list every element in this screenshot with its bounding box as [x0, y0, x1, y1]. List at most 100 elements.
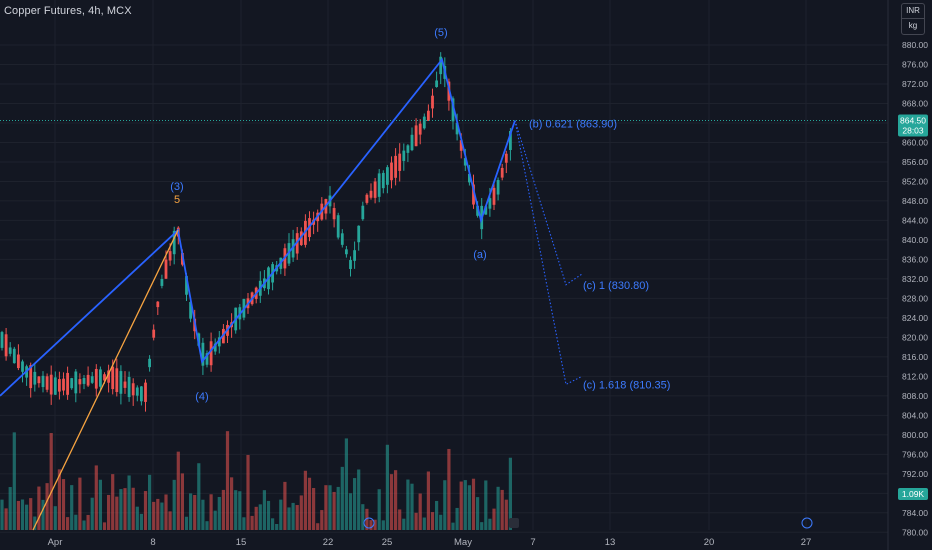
- volume-bar: [90, 497, 94, 530]
- volume-bar: [143, 491, 148, 530]
- volume-bar: [303, 470, 307, 530]
- price-tick-label: 840.00: [902, 235, 928, 245]
- candle-body: [140, 386, 143, 402]
- candle-body: [459, 140, 463, 151]
- volume-bar: [221, 489, 225, 530]
- volume-bar: [381, 520, 385, 530]
- volume-bar: [344, 438, 348, 530]
- volume-bar: [189, 493, 193, 530]
- volume-bar: [53, 506, 57, 530]
- candle-body: [33, 371, 37, 385]
- candle-body: [21, 361, 24, 372]
- volume-bar: [353, 478, 357, 530]
- candle-body: [369, 190, 373, 198]
- volume-bar: [168, 511, 172, 530]
- candle-body: [29, 365, 33, 389]
- volume-bar: [463, 480, 467, 530]
- volume-badge: [898, 488, 928, 500]
- candle-body: [53, 377, 57, 395]
- wave-5-label: (5): [434, 27, 447, 39]
- price-tick-label: 792.00: [902, 469, 928, 479]
- volume-bar: [70, 485, 74, 530]
- volume-bar: [488, 518, 492, 530]
- candle-body: [390, 162, 393, 181]
- volume-bar: [402, 518, 406, 530]
- candle-body: [189, 301, 192, 319]
- volume-bar: [414, 512, 418, 530]
- price-tick-label: 852.00: [902, 176, 928, 186]
- candle-body: [12, 348, 16, 364]
- elliott-wave-drawing[interactable]: [0, 57, 583, 531]
- price-tick-label: 804.00: [902, 410, 928, 420]
- candle-body: [398, 153, 402, 171]
- volume-bar: [225, 431, 230, 530]
- volume-bar: [287, 507, 291, 530]
- symbol-title[interactable]: Copper Futures, 4h, MCX: [4, 5, 132, 17]
- time-axis[interactable]: Apr 8 15 22 25 May 7 13 20 27: [48, 537, 812, 548]
- volume-bar: [492, 508, 496, 530]
- price-tick-label: 836.00: [902, 254, 928, 264]
- volume-bar: [471, 478, 476, 530]
- price-tick-label: 844.00: [902, 215, 928, 225]
- time-tick-label: 13: [605, 537, 616, 548]
- candle-body: [41, 375, 45, 388]
- candle-body: [427, 110, 430, 121]
- candle-body: [435, 80, 438, 87]
- bar-countdown: 28:03: [902, 126, 924, 136]
- price-tick-label: 872.00: [902, 79, 928, 89]
- volume-bar: [299, 495, 303, 530]
- volume-bar: [230, 477, 234, 530]
- candle-body: [472, 184, 475, 205]
- volume-bar: [29, 498, 33, 530]
- volume-bar: [217, 496, 221, 530]
- volume-bar: [254, 506, 258, 530]
- volume-bar: [365, 508, 369, 530]
- volume-bar: [250, 515, 254, 530]
- candle-body: [107, 370, 110, 383]
- candle-body: [488, 198, 492, 209]
- wave-c-fib-1-label: (c) 1 (830.80): [583, 280, 649, 292]
- price-tick-label: 848.00: [902, 196, 928, 206]
- time-tick-label: Apr: [48, 537, 63, 548]
- volume-bar: [418, 493, 422, 530]
- volume-bar: [57, 469, 61, 530]
- volume-bar: [258, 504, 262, 530]
- currency-unit-box[interactable]: INR kg: [901, 3, 925, 35]
- volume-bar: [98, 479, 102, 530]
- volume-bar: [242, 517, 246, 530]
- volume-bar: [0, 499, 4, 530]
- candle-body: [4, 334, 8, 357]
- volume-bar: [152, 501, 156, 530]
- volume-bar: [49, 433, 53, 530]
- candle-body: [386, 167, 389, 185]
- volume-bar: [234, 490, 238, 530]
- wave-b-fib-label: (b) 0.621 (863.90): [529, 118, 617, 130]
- volume-bar: [459, 481, 463, 530]
- time-tick-label: 15: [236, 537, 247, 548]
- volume-bar: [324, 485, 328, 530]
- price-tick-label: 784.00: [902, 508, 928, 518]
- time-tick-label: 20: [704, 537, 715, 548]
- volume-bar: [184, 516, 189, 530]
- price-tick-label: 860.00: [902, 137, 928, 147]
- grid-lines: [0, 0, 888, 533]
- volume-bar: [275, 523, 279, 530]
- projection-path: [514, 120, 583, 386]
- volume-bar: [357, 469, 361, 530]
- price-axis[interactable]: 880.00876.00872.00868.00864.00860.00856.…: [887, 0, 932, 550]
- price-tick-label: 812.00: [902, 371, 928, 381]
- candle-body: [160, 279, 164, 286]
- volume-bar: [496, 486, 500, 530]
- price-tick-label: 880.00: [902, 40, 928, 50]
- volume-bar: [25, 504, 29, 530]
- candle-body: [213, 343, 217, 352]
- volume-bar: [61, 479, 66, 530]
- volume-bar: [480, 522, 484, 530]
- volume-bar: [467, 485, 471, 530]
- volume-bar: [33, 516, 37, 530]
- candle-body: [373, 181, 377, 198]
- volume-bar: [439, 514, 443, 530]
- candle-body: [66, 372, 69, 395]
- wave-c-fib-1618-label: (c) 1.618 (810.35): [583, 379, 670, 391]
